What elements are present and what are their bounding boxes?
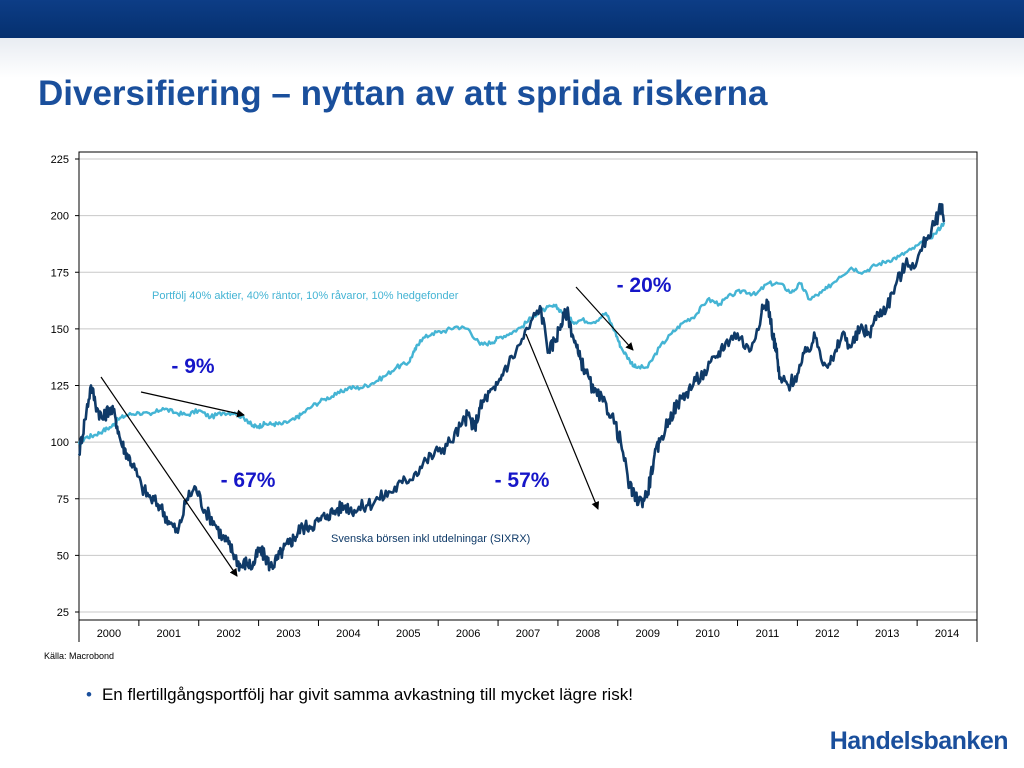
x-tick-label: 2004 xyxy=(336,628,360,640)
x-tick-label: 2014 xyxy=(935,628,959,640)
y-tick-label: 150 xyxy=(51,324,69,336)
y-tick-label: 100 xyxy=(51,437,69,449)
drawdown-label: - 9% xyxy=(171,355,215,378)
x-tick-label: 2010 xyxy=(695,628,719,640)
series-label-sixrx: Svenska börsen inkl utdelningar (SIXRX) xyxy=(331,533,530,545)
x-tick-label: 2008 xyxy=(576,628,600,640)
bullet-icon: • xyxy=(86,685,92,704)
drawdown-arrow xyxy=(525,333,600,510)
drawdown-label: - 20% xyxy=(617,274,672,297)
x-tick-label: 2013 xyxy=(875,628,899,640)
drawdown-arrow xyxy=(575,286,634,351)
x-tick-label: 2005 xyxy=(396,628,420,640)
drawdown-arrow xyxy=(140,391,245,418)
y-tick-label: 225 xyxy=(51,154,69,166)
y-tick-label: 175 xyxy=(51,267,69,279)
source-note: Källa: Macrobond xyxy=(44,651,115,661)
y-tick-label: 125 xyxy=(51,381,69,393)
x-tick-label: 2012 xyxy=(815,628,839,640)
x-tick-label: 2000 xyxy=(97,628,121,640)
y-tick-label: 25 xyxy=(57,607,69,619)
x-tick-label: 2006 xyxy=(456,628,480,640)
series-layer xyxy=(77,202,946,572)
x-tick-label: 2001 xyxy=(157,628,181,640)
series-line-2 xyxy=(77,202,946,572)
x-tick-label: 2003 xyxy=(276,628,300,640)
slide-title: Diversifiering – nyttan av att sprida ri… xyxy=(38,74,768,113)
header-band xyxy=(0,0,1024,38)
brand-logo: Handelsbanken xyxy=(829,727,1009,755)
bullet-item: • En flertillgångsportfölj har givit samm… xyxy=(86,685,633,705)
annotation-layer: Portfölj 40% aktier, 40% räntor, 10% råv… xyxy=(100,274,672,577)
x-tick-label: 2002 xyxy=(216,628,240,640)
drawdown-label: - 57% xyxy=(495,469,550,492)
y-tick-label: 75 xyxy=(57,494,69,506)
series-label-portfolio: Portfölj 40% aktier, 40% räntor, 10% råv… xyxy=(152,290,459,302)
x-tick-label: 2011 xyxy=(756,628,780,640)
axis-layer: 25 50 75 100 125 150 175 200 225 2000 2001 2002 2003… xyxy=(51,151,978,642)
header-fade xyxy=(0,38,1024,78)
drawdown-label: - 67% xyxy=(221,469,276,492)
series-line-1 xyxy=(77,222,946,445)
bullet-text: En flertillgångsportfölj har givit samma… xyxy=(101,685,633,704)
grid-layer xyxy=(79,158,977,613)
y-tick-label: 200 xyxy=(51,211,69,223)
x-tick-label: 2007 xyxy=(516,628,540,640)
y-tick-label: 50 xyxy=(57,550,69,562)
x-tick-label: 2009 xyxy=(635,628,659,640)
drawdown-arrow xyxy=(100,376,238,577)
